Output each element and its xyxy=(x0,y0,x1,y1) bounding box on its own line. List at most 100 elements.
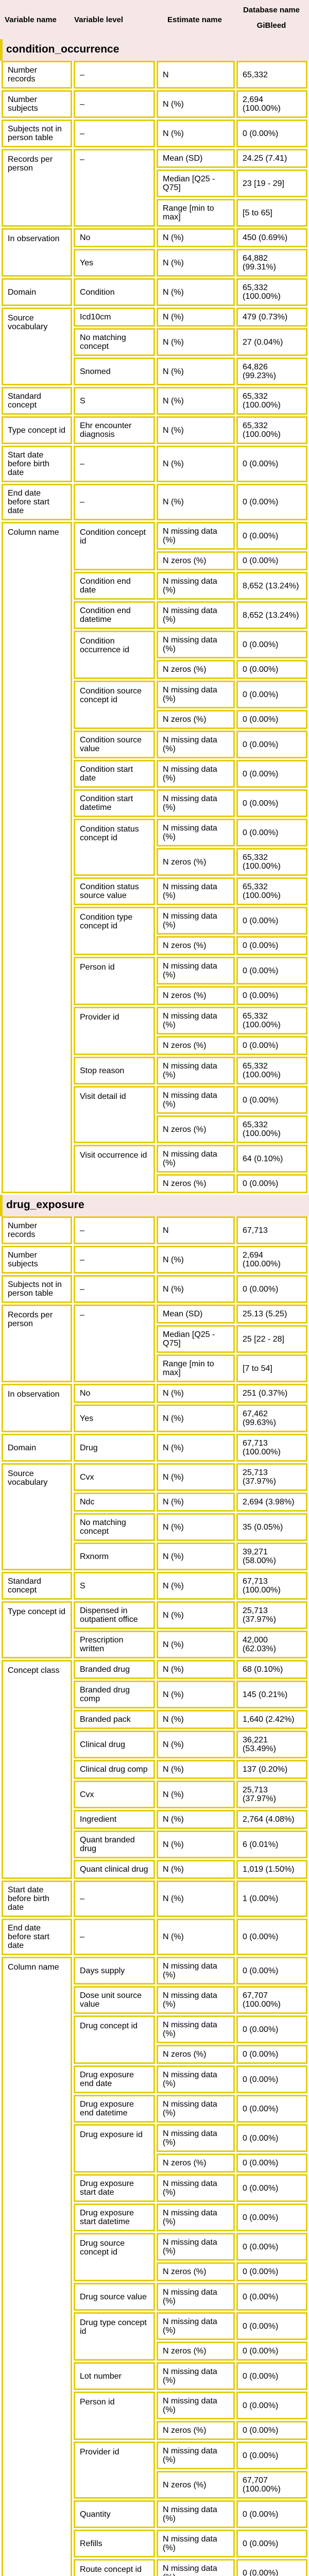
table-row: Visit occurrence id N missing data (%) 64 … xyxy=(2,1145,307,1193)
estimate-value-cell: 0 (0.00%) xyxy=(236,2392,307,2419)
table-row: Quantity N missing data (%) 0 (0.00%) xyxy=(2,2500,307,2528)
table-row: Branded pack N (%) 1,640 (2.42%) xyxy=(2,1710,307,1729)
estimate-value-cell: 0 (0.00%) xyxy=(236,2283,307,2311)
table-row: No matching concept N (%) 35 (0.05%) xyxy=(2,1513,307,1541)
variable-level-cell: Yes xyxy=(74,249,155,277)
estimate-name-cell: N (%) xyxy=(157,120,235,147)
variable-level-cell: Icd10cm xyxy=(74,308,155,327)
estimate-name-cell: N missing data (%) xyxy=(157,2124,235,2152)
estimate-name-cell: N missing data (%) xyxy=(157,2442,235,2469)
table-row: Person id N missing data (%) 0 (0.00%) xyxy=(2,2392,307,2440)
variable-name-cell: Number subjects xyxy=(2,90,72,118)
estimate-name-cell: N (%) xyxy=(157,1781,235,1808)
estimate-value-cell: 0 (0.00%) xyxy=(236,522,307,550)
variable-level-cell: No matching concept xyxy=(74,1513,155,1541)
table-row: Drug source value N missing data (%) 0 (0.… xyxy=(2,2283,307,2311)
estimate-name-cell: N missing data (%) xyxy=(157,1145,235,1173)
estimate-name-cell: N zeros (%) xyxy=(157,710,235,729)
estimate-name-cell: N (%) xyxy=(157,1493,235,1512)
table-row: Drug concept id N missing data (%) 0 (0.00… xyxy=(2,2015,307,2064)
variable-level-cell: Condition end datetime xyxy=(74,601,155,629)
estimate-value-cell: 0 (0.00%) xyxy=(236,2442,307,2469)
estimate-value-cell: 0 (0.00%) xyxy=(236,2233,307,2261)
estimate-value-cell: 0 (0.00%) xyxy=(236,484,307,520)
estimate-name-cell: N (%) xyxy=(157,1831,235,1858)
estimate-name-cell: N (%) xyxy=(157,278,235,306)
estimate-name-cell: N missing data (%) xyxy=(157,2559,235,2576)
estimate-name-cell: N missing data (%) xyxy=(157,522,235,550)
table-row: Yes N (%) 64,882 (99.31%) xyxy=(2,249,307,277)
table-row: Number subjects – N (%) 2,694 (100.00%) xyxy=(2,90,307,118)
database-name-value: GiBleed xyxy=(256,21,286,30)
variable-level-cell: Snomed xyxy=(74,358,155,385)
estimate-name-cell: N zeros (%) xyxy=(157,1036,235,1055)
estimate-value-cell: 0 (0.00%) xyxy=(236,2154,307,2173)
table-row: Condition source concept id N missing dat… xyxy=(2,681,307,729)
table-row: End date before start date – N (%) 0 (0.00%… xyxy=(2,1919,307,1955)
estimate-value-cell: 0 (0.00%) xyxy=(236,1174,307,1193)
table-row: Lot number N missing data (%) 0 (0.00%) xyxy=(2,2362,307,2390)
variable-level-cell: Dose unit source value xyxy=(74,1986,155,2014)
variable-level-cell: Condition status concept id xyxy=(74,819,155,876)
estimate-value-cell: 2,694 (100.00%) xyxy=(236,1246,307,1274)
table-row: Rxnorm N (%) 39,271 (58.00%) xyxy=(2,1543,307,1570)
estimate-value-cell: 67,707 (100.00%) xyxy=(236,2471,307,2499)
table-row: Condition status concept id N missing dat… xyxy=(2,819,307,876)
table-row: N zeros (%) 0 (0.00%) xyxy=(2,2262,307,2281)
table-row: Condition start datetime N missing data (… xyxy=(2,789,307,817)
estimate-value-cell: 65,332 (100.00%) xyxy=(236,1115,307,1143)
variable-level-cell: Ndc xyxy=(74,1493,155,1512)
estimate-value-cell: 36,221 (53.49%) xyxy=(236,1731,307,1758)
variable-name-cell: In observation xyxy=(2,228,72,277)
variable-level-cell: No matching concept xyxy=(74,328,155,356)
variable-level-cell: No xyxy=(74,1384,155,1403)
column-header-estimate-name: Estimate name xyxy=(167,15,222,24)
estimate-name-cell: N missing data (%) xyxy=(157,1086,235,1114)
variable-level-cell: Condition start date xyxy=(74,760,155,788)
table-row: In observation No N (%) 450 (0.69%) xyxy=(2,228,307,277)
estimate-value-cell: 0 (0.00%) xyxy=(236,551,307,570)
table-row: Drug exposure end date N missing data (%)… xyxy=(2,2065,307,2093)
estimate-value-cell: 0 (0.00%) xyxy=(236,631,307,658)
table-row: Drug exposure start date N missing data (… xyxy=(2,2174,307,2202)
table-row: N zeros (%) 67,707 (100.00%) xyxy=(2,2471,307,2499)
estimate-name-cell: N missing data (%) xyxy=(157,1057,235,1084)
estimate-value-cell: 67,713 (100.00%) xyxy=(236,1572,307,1600)
estimate-name-cell: N (%) xyxy=(157,358,235,385)
table-row: Ingredient N (%) 2,764 (4.08%) xyxy=(2,1810,307,1829)
table-row: N zeros (%) 0 (0.00%) xyxy=(2,1174,307,1193)
estimate-value-cell: 64,826 (99.23%) xyxy=(236,358,307,385)
estimate-name-cell: N (%) xyxy=(157,308,235,327)
table-row: Records per person – Mean (SD) 24.25 (7.41) xyxy=(2,149,307,227)
estimate-value-cell: 0 (0.00%) xyxy=(236,2065,307,2093)
estimate-name-cell: N (%) xyxy=(157,249,235,277)
variable-level-cell: Days supply xyxy=(74,1957,155,1985)
estimate-name-cell: N missing data (%) xyxy=(157,601,235,629)
estimate-name-cell: N missing data (%) xyxy=(157,2283,235,2311)
table-row: Condition end date N missing data (%) 8,65… xyxy=(2,572,307,600)
variable-name-cell: Number subjects xyxy=(2,1246,72,1274)
estimate-value-cell: 39,271 (58.00%) xyxy=(236,1543,307,1570)
estimate-value-cell: 0 (0.00%) xyxy=(236,2045,307,2064)
estimate-name-cell: N missing data (%) xyxy=(157,631,235,658)
estimate-name-cell: N missing data (%) xyxy=(157,2233,235,2261)
estimate-value-cell: 479 (0.73%) xyxy=(236,308,307,327)
estimate-value-cell: 64 (0.10%) xyxy=(236,1145,307,1173)
variable-level-cell: Stop reason xyxy=(74,1057,155,1084)
variable-level-cell: Cvx xyxy=(74,1781,155,1808)
variable-name-cell: End date before start date xyxy=(2,1919,72,1955)
estimate-value-cell: 0 (0.00%) xyxy=(236,936,307,955)
variable-name-cell: Start date before birth date xyxy=(2,446,72,482)
variable-level-cell: Condition concept id xyxy=(74,522,155,570)
variable-level-cell: – xyxy=(74,1216,155,1244)
estimate-name-cell: Mean (SD) xyxy=(157,1304,235,1324)
estimate-value-cell: 0 (0.00%) xyxy=(236,2421,307,2440)
estimate-value-cell: 1,019 (1.50%) xyxy=(236,1860,307,1879)
variable-level-cell: Ingredient xyxy=(74,1810,155,1829)
variable-level-cell: – xyxy=(74,1275,155,1303)
estimate-value-cell: 0 (0.00%) xyxy=(236,2500,307,2528)
estimate-value-cell: 0 (0.00%) xyxy=(236,907,307,935)
variable-level-cell: Clinical drug comp xyxy=(74,1760,155,1779)
database-name-label: Database name xyxy=(243,6,300,14)
table-row: Prescription written N (%) 42,000 (62.03%) xyxy=(2,1631,307,1658)
